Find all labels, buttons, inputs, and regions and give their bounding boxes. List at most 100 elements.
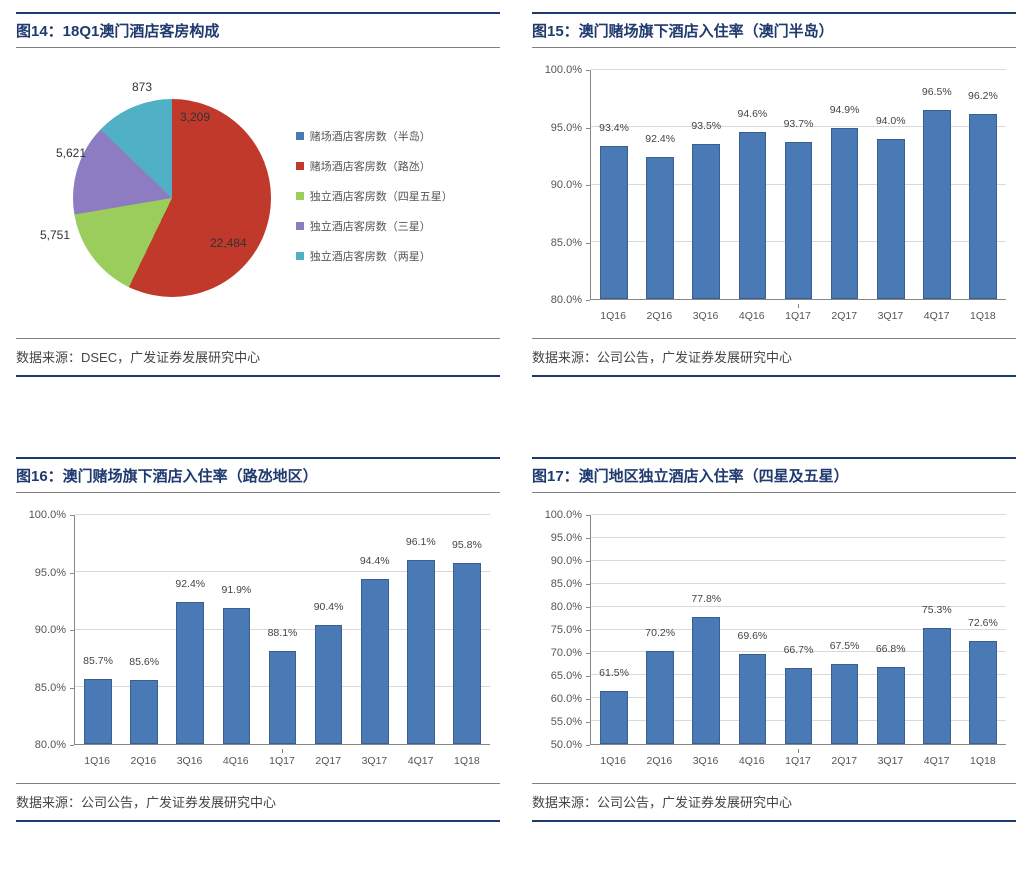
- bar-value-label: 66.8%: [876, 643, 906, 655]
- pie-label: 3,209: [180, 110, 210, 124]
- x-tick-label: 3Q17: [867, 755, 913, 767]
- y-tick-label: 85.0%: [16, 682, 70, 694]
- y-tick-label: 90.0%: [532, 555, 586, 567]
- y-tick-label: 50.0%: [532, 739, 586, 751]
- bar-value-label: 77.8%: [691, 593, 721, 605]
- x-tick-label: 3Q16: [166, 755, 212, 767]
- pie-label: 5,621: [56, 146, 86, 160]
- bar-value-label: 90.4%: [314, 601, 344, 613]
- legend-swatch: [296, 192, 304, 200]
- x-tick-label: 4Q16: [213, 755, 259, 767]
- y-tick-label: 95.0%: [532, 122, 586, 134]
- bar-value-label: 94.9%: [830, 104, 860, 116]
- bar-value-label: 85.6%: [129, 656, 159, 668]
- y-tick-label: 80.0%: [532, 601, 586, 613]
- source-text: 数据来源：公司公告，广发证券发展研究中心: [16, 795, 276, 810]
- y-tick-label: 70.0%: [532, 647, 586, 659]
- bar: 96.5%: [914, 70, 960, 299]
- x-tick-label: 2Q16: [636, 310, 682, 322]
- y-tick-label: 65.0%: [532, 670, 586, 682]
- legend-label: 独立酒店客房数（四星五星）: [310, 188, 453, 204]
- bar-value-label: 93.7%: [784, 118, 814, 130]
- y-tick-label: 95.0%: [16, 567, 70, 579]
- bar-value-label: 94.4%: [360, 555, 390, 567]
- bar-value-label: 85.7%: [83, 655, 113, 667]
- legend-item: 独立酒店客房数（三星）: [296, 218, 494, 234]
- title-row: 图14：18Q1澳门酒店客房构成: [16, 12, 500, 48]
- bar-value-label: 61.5%: [599, 667, 629, 679]
- chart-title: 图15：澳门赌场旗下酒店入住率（澳门半岛）: [532, 23, 834, 40]
- x-tick-label: 1Q17: [259, 755, 305, 767]
- bar: 75.3%: [914, 515, 960, 744]
- bar: 96.2%: [960, 70, 1006, 299]
- pie-graphic: [72, 98, 272, 298]
- bar: 61.5%: [591, 515, 637, 744]
- legend-label: 独立酒店客房数（两星）: [310, 248, 431, 264]
- y-tick-label: 100.0%: [532, 509, 586, 521]
- legend-item: 赌场酒店客房数（半岛）: [296, 128, 494, 144]
- bar-value-label: 92.4%: [645, 133, 675, 145]
- pie-chart: 3,209 22,484 5,751 5,621 873 赌场酒店客房数（半岛）…: [16, 58, 500, 328]
- bar-value-label: 92.4%: [175, 578, 205, 590]
- pie-label: 22,484: [210, 236, 247, 250]
- bar: 66.7%: [775, 515, 821, 744]
- x-tick-label: 1Q16: [590, 310, 636, 322]
- x-tick-label: 2Q16: [120, 755, 166, 767]
- chart-title: 图17：澳门地区独立酒店入住率（四星及五星）: [532, 468, 849, 485]
- source-text: 数据来源：公司公告，广发证券发展研究中心: [532, 350, 792, 365]
- panel-fig15: 图15：澳门赌场旗下酒店入住率（澳门半岛） 80.0%85.0%90.0%95.…: [532, 12, 1016, 377]
- legend-swatch: [296, 222, 304, 230]
- chart-title: 图16：澳门赌场旗下酒店入住率（路氹地区）: [16, 468, 318, 485]
- chart-title: 图14：18Q1澳门酒店客房构成: [16, 23, 219, 40]
- bar: 94.9%: [822, 70, 868, 299]
- bar: 92.4%: [637, 70, 683, 299]
- bar-value-label: 96.1%: [406, 536, 436, 548]
- bar-value-label: 96.2%: [968, 90, 998, 102]
- y-tick-label: 60.0%: [532, 693, 586, 705]
- x-tick-label: 3Q16: [682, 310, 728, 322]
- bar-value-label: 67.5%: [830, 640, 860, 652]
- bar: 70.2%: [637, 515, 683, 744]
- x-tick-label: 3Q17: [351, 755, 397, 767]
- source-row: 数据来源：DSEC，广发证券发展研究中心: [16, 338, 500, 377]
- bar-value-label: 93.5%: [691, 120, 721, 132]
- x-tick-label: 1Q17: [775, 755, 821, 767]
- y-tick-label: 95.0%: [532, 532, 586, 544]
- y-tick-label: 55.0%: [532, 716, 586, 728]
- legend-label: 赌场酒店客房数（半岛）: [310, 128, 431, 144]
- bar: 91.9%: [213, 515, 259, 744]
- y-tick-label: 100.0%: [532, 64, 586, 76]
- bar: 88.1%: [259, 515, 305, 744]
- legend-swatch: [296, 252, 304, 260]
- bar-value-label: 72.6%: [968, 617, 998, 629]
- panel-fig16: 图16：澳门赌场旗下酒店入住率（路氹地区） 80.0% 85.0% 90.0% 95.…: [16, 457, 500, 822]
- bar-value-label: 93.4%: [599, 122, 629, 134]
- bar: 67.5%: [822, 515, 868, 744]
- legend-item: 赌场酒店客房数（路氹）: [296, 158, 494, 174]
- x-tick-label: 4Q17: [398, 755, 444, 767]
- y-tick-label: 85.0%: [532, 237, 586, 249]
- panel-fig17: 图17：澳门地区独立酒店入住率（四星及五星） 50.0% 55.0% 60.0% 65…: [532, 457, 1016, 822]
- x-tick-label: 2Q16: [636, 755, 682, 767]
- legend-swatch: [296, 132, 304, 140]
- bar-value-label: 95.8%: [452, 539, 482, 551]
- bar: 69.6%: [729, 515, 775, 744]
- x-tick-label: 2Q17: [305, 755, 351, 767]
- y-tick-label: 80.0%: [16, 739, 70, 751]
- bar: 85.6%: [121, 515, 167, 744]
- source-text: 数据来源：DSEC，广发证券发展研究中心: [16, 350, 260, 365]
- x-tick-label: 3Q16: [682, 755, 728, 767]
- bar: 92.4%: [167, 515, 213, 744]
- x-tick-label: 4Q17: [914, 755, 960, 767]
- bar: 94.0%: [868, 70, 914, 299]
- y-tick-label: 75.0%: [532, 624, 586, 636]
- y-tick-label: 90.0%: [16, 624, 70, 636]
- bar-value-label: 88.1%: [268, 627, 298, 639]
- bar: 96.1%: [398, 515, 444, 744]
- legend-label: 独立酒店客房数（三星）: [310, 218, 431, 234]
- bar: 66.8%: [868, 515, 914, 744]
- y-tick-label: 85.0%: [532, 578, 586, 590]
- bar-value-label: 66.7%: [784, 644, 814, 656]
- bar: 93.4%: [591, 70, 637, 299]
- x-tick-label: 1Q18: [960, 310, 1006, 322]
